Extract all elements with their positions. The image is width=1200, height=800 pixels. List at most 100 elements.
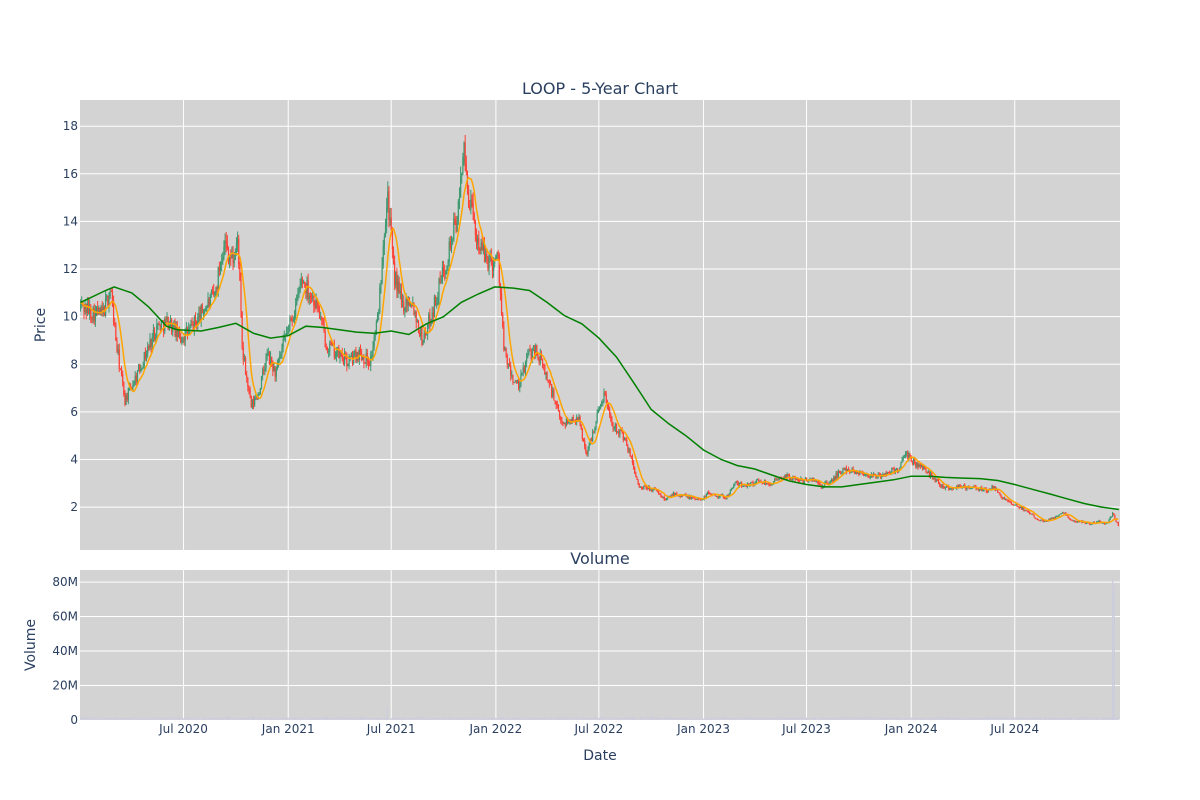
volume-bar[interactable]: [639, 716, 641, 720]
volume-bar[interactable]: [1100, 718, 1102, 720]
candle-body[interactable]: [132, 385, 134, 389]
candle-body[interactable]: [531, 350, 533, 359]
volume-bar[interactable]: [999, 716, 1001, 720]
volume-bar[interactable]: [630, 717, 632, 720]
candle-body[interactable]: [262, 369, 264, 376]
candle-body[interactable]: [156, 324, 158, 337]
candle-body[interactable]: [125, 395, 127, 405]
volume-bar[interactable]: [100, 718, 102, 720]
candle-body[interactable]: [576, 417, 578, 423]
candle-body[interactable]: [1036, 519, 1039, 521]
volume-bar[interactable]: [592, 717, 594, 720]
volume-bar[interactable]: [374, 718, 376, 720]
candle-body[interactable]: [704, 495, 706, 497]
candle-body[interactable]: [136, 371, 139, 382]
candle-body[interactable]: [197, 317, 199, 326]
volume-bar[interactable]: [98, 718, 100, 720]
candle-body[interactable]: [300, 278, 302, 285]
candle-body[interactable]: [141, 368, 143, 370]
volume-bar[interactable]: [267, 718, 269, 720]
candle-body[interactable]: [356, 352, 358, 361]
candle-body[interactable]: [598, 408, 601, 410]
candle-body[interactable]: [349, 356, 351, 358]
candle-body[interactable]: [290, 318, 292, 319]
volume-bar[interactable]: [363, 717, 365, 720]
volume-bar[interactable]: [425, 718, 427, 720]
candle-body[interactable]: [488, 254, 490, 269]
candle-body[interactable]: [247, 377, 249, 387]
candle-body[interactable]: [681, 495, 684, 497]
volume-bar[interactable]: [193, 718, 195, 720]
volume-bar[interactable]: [610, 718, 612, 720]
candle-body[interactable]: [114, 322, 116, 324]
candle-body[interactable]: [636, 477, 638, 480]
candle-body[interactable]: [242, 347, 244, 360]
candle-body[interactable]: [521, 372, 523, 375]
volume-bar[interactable]: [981, 717, 983, 720]
volume-bar[interactable]: [1096, 718, 1098, 720]
volume-bar[interactable]: [258, 717, 260, 720]
candle-body[interactable]: [858, 472, 860, 475]
volume-bar[interactable]: [771, 717, 773, 720]
volume-bar[interactable]: [298, 716, 300, 720]
candle-body[interactable]: [612, 425, 614, 429]
volume-bar[interactable]: [687, 718, 689, 720]
volume-bar[interactable]: [956, 717, 958, 720]
volume-bar[interactable]: [116, 718, 118, 720]
candle-body[interactable]: [832, 479, 834, 481]
volume-bar[interactable]: [1085, 718, 1087, 720]
candle-body[interactable]: [826, 482, 828, 483]
volume-bar[interactable]: [886, 717, 888, 720]
candle-body[interactable]: [307, 280, 309, 299]
candle-body[interactable]: [231, 254, 233, 259]
volume-bar[interactable]: [869, 718, 871, 720]
volume-bar[interactable]: [968, 717, 970, 720]
volume-bar[interactable]: [741, 717, 743, 720]
volume-bar[interactable]: [1072, 718, 1074, 720]
candle-body[interactable]: [341, 353, 343, 359]
volume-bar[interactable]: [612, 717, 614, 720]
candle-body[interactable]: [916, 463, 918, 467]
volume-bar[interactable]: [661, 718, 663, 720]
candle-body[interactable]: [126, 395, 128, 400]
volume-bar[interactable]: [325, 717, 327, 720]
volume-bar[interactable]: [1039, 717, 1041, 720]
volume-bar[interactable]: [554, 717, 556, 720]
candle-body[interactable]: [737, 482, 739, 486]
volume-bar[interactable]: [132, 717, 134, 720]
candle-body[interactable]: [383, 236, 385, 246]
volume-bar[interactable]: [505, 718, 507, 720]
volume-bar[interactable]: [466, 717, 468, 720]
volume-bar[interactable]: [966, 718, 968, 720]
candle-body[interactable]: [483, 245, 486, 262]
candle-body[interactable]: [507, 363, 510, 365]
volume-bar[interactable]: [108, 717, 110, 720]
candle-body[interactable]: [993, 486, 995, 489]
volume-bar[interactable]: [555, 716, 557, 720]
candle-body[interactable]: [566, 417, 569, 423]
volume-bar[interactable]: [804, 717, 806, 720]
candle-body[interactable]: [939, 482, 941, 486]
volume-bar[interactable]: [908, 717, 910, 720]
candle-body[interactable]: [777, 479, 779, 481]
volume-bar[interactable]: [833, 717, 835, 720]
volume-bar[interactable]: [944, 717, 946, 720]
volume-bar[interactable]: [253, 717, 255, 720]
volume-bar[interactable]: [693, 718, 695, 720]
volume-bar[interactable]: [820, 718, 822, 720]
volume-bar[interactable]: [587, 718, 589, 720]
candle-body[interactable]: [417, 321, 420, 333]
volume-bar[interactable]: [677, 717, 679, 720]
volume-bar[interactable]: [787, 717, 789, 720]
volume-bar[interactable]: [498, 717, 500, 720]
volume-bar[interactable]: [836, 717, 838, 720]
volume-bar[interactable]: [575, 718, 577, 720]
candle-body[interactable]: [368, 365, 371, 367]
candle-body[interactable]: [371, 355, 373, 356]
volume-bar[interactable]: [601, 717, 603, 720]
candle-body[interactable]: [795, 479, 797, 480]
candle-body[interactable]: [149, 339, 151, 348]
candle-body[interactable]: [264, 368, 266, 371]
candle-body[interactable]: [267, 352, 269, 355]
volume-bar[interactable]: [807, 717, 809, 720]
